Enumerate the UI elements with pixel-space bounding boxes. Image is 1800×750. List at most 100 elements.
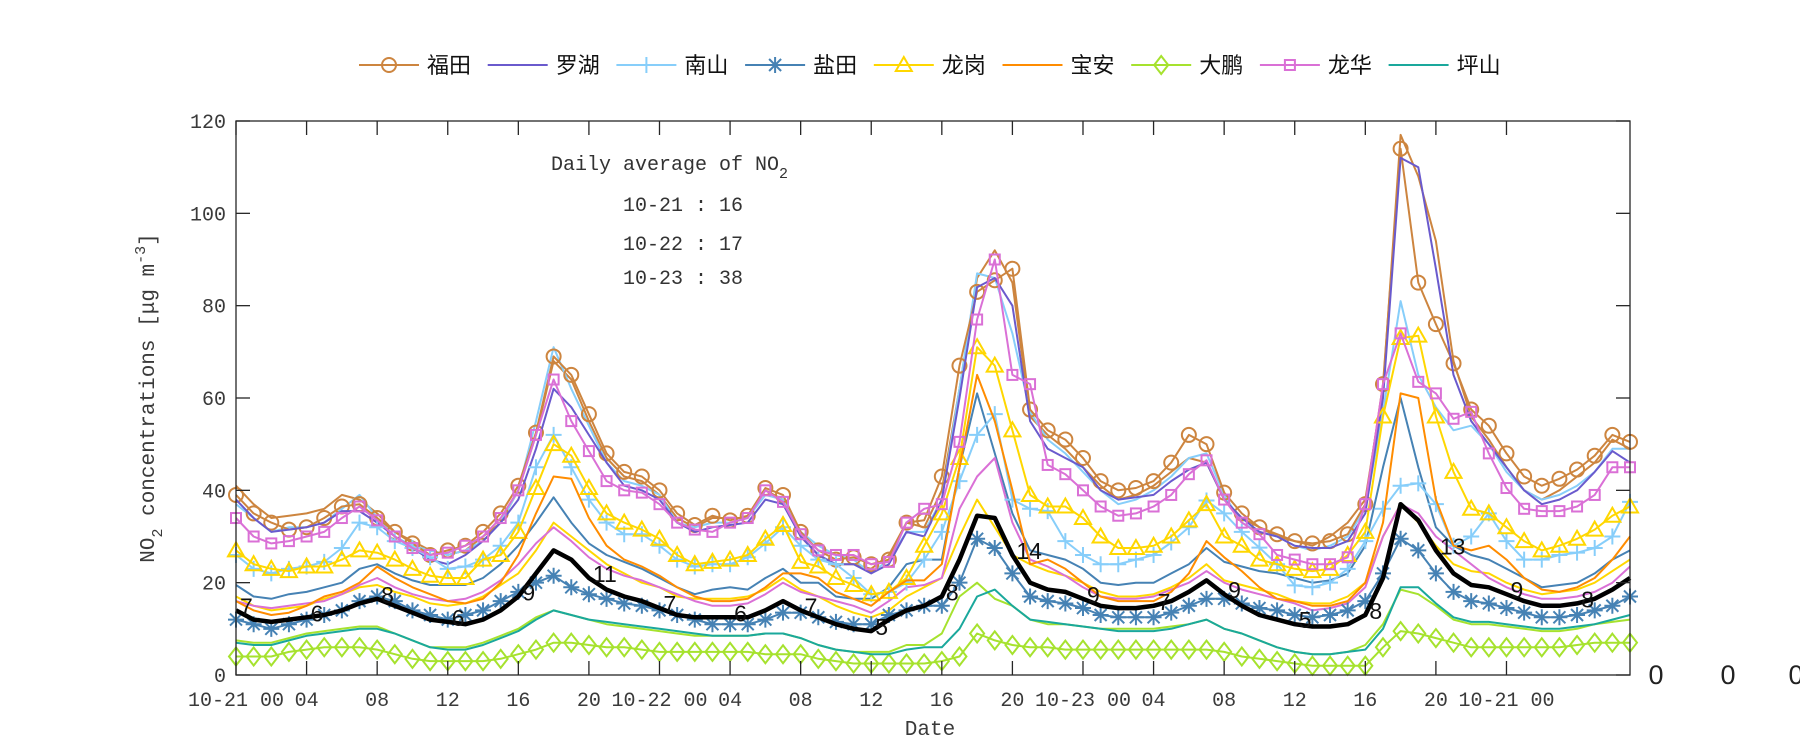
data-point-diamond	[1162, 638, 1180, 661]
data-point-asterisk	[1551, 609, 1568, 626]
data-point-circle	[1569, 461, 1586, 478]
data-point-diamond	[245, 645, 262, 668]
data-point-asterisk	[1163, 604, 1180, 621]
data-point-circle	[969, 283, 986, 300]
data-point-asterisk	[1022, 588, 1039, 605]
data-point-diamond	[457, 650, 474, 672]
data-point-diamond	[421, 650, 439, 672]
data-point-triangle	[1214, 526, 1234, 544]
stray-tick-label: 0	[1648, 660, 1663, 690]
data-point-triangle	[1179, 510, 1199, 528]
data-point-diamond	[351, 636, 368, 658]
mean-value-label: 9	[1087, 582, 1100, 608]
data-point-square	[759, 484, 772, 497]
data-point-asterisk	[1357, 593, 1374, 610]
data-point-asterisk	[422, 606, 439, 623]
annotation-line: 10-23 : 38	[623, 268, 743, 291]
data-point-diamond	[1551, 636, 1568, 658]
data-point-square	[935, 498, 948, 511]
legend-label: 南山	[684, 54, 728, 79]
data-point-circle	[580, 406, 597, 423]
data-point-asterisk	[580, 586, 597, 603]
data-point-circle	[1410, 274, 1427, 291]
legend-item: 大鹏	[1131, 54, 1243, 79]
mean-value-label: 7	[663, 591, 676, 617]
legend-marker-triangle	[894, 54, 914, 72]
data-point-plus	[969, 426, 986, 443]
data-point-triangle	[1514, 531, 1534, 549]
data-point-triangle	[649, 528, 670, 546]
data-point-asterisk	[1145, 609, 1162, 626]
data-point-plus	[1092, 556, 1109, 573]
daily-average-annotation: Daily average of NO2 10-21 : 16 10-22 : …	[551, 154, 788, 291]
data-point-square	[512, 484, 525, 497]
data-point-square	[1076, 484, 1089, 497]
data-point-plus	[1339, 560, 1356, 577]
data-point-triangle	[1532, 540, 1552, 558]
data-point-square	[1394, 327, 1407, 340]
data-point-triangle	[367, 542, 387, 560]
data-point-asterisk	[1198, 590, 1215, 607]
data-point-diamond	[1568, 634, 1586, 656]
data-point-square	[424, 548, 437, 561]
data-point-diamond	[1198, 638, 1215, 661]
data-point-square	[441, 546, 454, 559]
data-point-square	[777, 495, 790, 508]
data-point-triangle	[1143, 535, 1164, 553]
data-point-square	[1324, 558, 1337, 571]
data-point-square	[794, 528, 807, 541]
legend-marker-circle	[381, 57, 397, 73]
mean-value-label: 11	[593, 561, 617, 587]
data-point-diamond	[315, 636, 333, 658]
data-point-square	[1147, 500, 1160, 513]
legend-label: 龙岗	[942, 54, 986, 79]
data-point-circle	[1074, 450, 1091, 467]
series-line	[235, 258, 1630, 566]
data-point-plus	[369, 519, 386, 536]
data-point-square	[582, 445, 595, 458]
data-point-triangle	[720, 549, 740, 567]
data-point-asterisk	[527, 574, 544, 591]
stray-tick-label: 0	[1720, 660, 1735, 690]
data-point-circle	[1533, 477, 1550, 494]
data-point-asterisk	[1074, 600, 1091, 617]
x-tick-label: 16	[930, 690, 954, 713]
data-point-triangle	[1496, 517, 1517, 535]
mean-value-label: 8	[1581, 586, 1594, 612]
data-point-triangle	[1020, 484, 1040, 502]
x-tick-label: 10-21 00	[188, 690, 284, 713]
data-point-plus	[1145, 546, 1162, 563]
data-point-plus	[1410, 475, 1427, 492]
data-point-asterisk	[369, 588, 386, 605]
data-point-diamond	[686, 641, 704, 663]
legend-item: 坪山	[1388, 54, 1501, 79]
legend: 福田 罗湖 南山 盐田 龙岗 宝安 大鹏 龙华 坪山	[359, 54, 1501, 79]
data-point-diamond	[1092, 638, 1109, 661]
data-point-diamond	[1110, 638, 1127, 661]
data-point-plus	[527, 459, 544, 476]
data-point-diamond	[1409, 622, 1427, 645]
data-point-asterisk	[245, 616, 262, 633]
legend-item: 龙华	[1259, 54, 1372, 79]
x-tick-label: 08	[365, 690, 389, 713]
data-point-triangle	[490, 544, 511, 562]
data-point-square	[1182, 468, 1195, 481]
data-point-diamond	[651, 641, 668, 663]
data-point-triangle	[473, 549, 493, 567]
data-point-asterisk	[1110, 609, 1127, 626]
data-point-plus	[1357, 533, 1374, 550]
data-point-triangle	[737, 544, 758, 562]
data-point-circle	[1110, 482, 1127, 499]
data-point-circle	[475, 523, 492, 540]
data-point-square	[1606, 461, 1619, 474]
plot-frame	[235, 120, 1631, 676]
data-point-plus	[1057, 533, 1074, 550]
data-point-asterisk	[1516, 604, 1533, 621]
data-point-triangle	[543, 434, 564, 452]
data-point-triangle	[1355, 521, 1376, 539]
data-point-circle	[1145, 473, 1162, 490]
data-point-circle	[1604, 426, 1621, 443]
data-point-square	[1006, 368, 1019, 381]
data-point-circle	[1127, 480, 1144, 497]
data-point-circle	[1163, 454, 1180, 471]
